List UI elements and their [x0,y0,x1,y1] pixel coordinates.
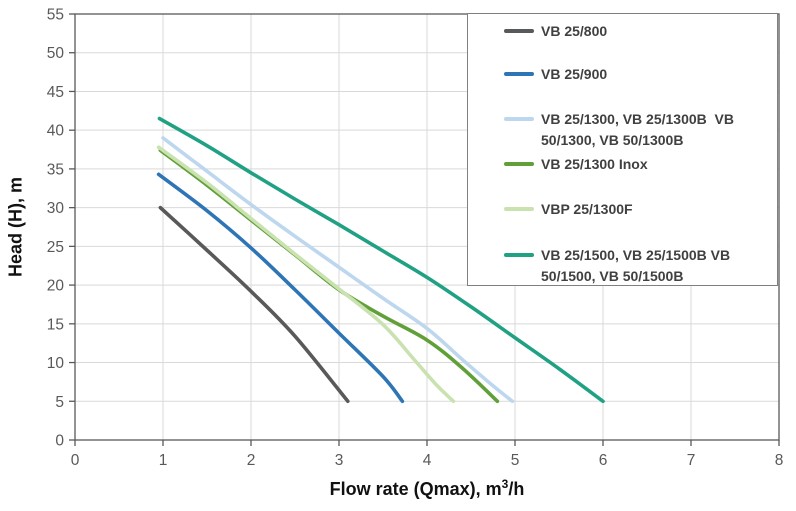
legend-line-swatch [504,72,534,76]
legend-item-vb-25-800: VB 25/800 [468,21,771,42]
x-tick-label: 1 [159,452,168,469]
y-tick-label: 0 [55,433,64,450]
legend-line-swatch [504,29,534,33]
legend-line-swatch [504,207,534,211]
x-axis-title-text: Flow rate (Qmax), m [329,479,502,499]
y-tick-label: 55 [47,7,64,24]
y-tick-label: 50 [47,45,65,62]
legend-label: VB 25/1300, VB 25/1300B VB 50/1300, VB 5… [541,111,735,148]
x-tick-label: 0 [71,452,80,469]
x-tick-label: 2 [247,452,256,469]
y-tick-label: 10 [47,355,65,372]
x-axis-title-unit: /h [508,479,525,499]
y-tick-label: 30 [47,200,65,217]
x-tick-label: 4 [423,452,432,469]
x-tick-label: 8 [775,452,784,469]
curve-vbp-25-1300f [156,145,456,404]
curve-vb-25-800 [158,205,350,404]
legend-label: VB 25/800 [541,23,608,39]
legend-line-swatch [504,162,534,166]
legend-line-swatch [504,253,534,257]
x-axis-title: Flow rate (Qmax), m3/h [75,477,779,500]
y-tick-label: 20 [47,278,65,295]
curve-vb-25-1300-vb-25-1300b-vb-50-1300-vb-50-1300b [161,136,515,404]
x-tick-label: 3 [335,452,344,469]
legend-box: VB 25/800 VB 25/900 VB 25/1300, VB 25/1300… [467,13,778,286]
y-axis-title: Head (H), m [5,176,26,278]
legend-label: VBP 25/1300F [541,201,633,217]
legend-item-vbp-25-1300f: VBP 25/1300F [468,199,771,220]
curve-vb-25-1500-vb-25-1500b-vb-50-1500-vb-50-1500b [157,116,605,404]
legend-item-vb-25-1300-inox: VB 25/1300 Inox [468,154,771,175]
x-axis-title-superscript: 3 [501,477,509,491]
legend-item-vb-25-900: VB 25/900 [468,64,771,85]
y-tick-label: 40 [47,123,65,140]
legend-label: VB 25/900 [541,66,608,82]
legend-label: VB 25/1300 Inox [541,156,648,172]
y-tick-label: 25 [47,239,64,256]
legend-label: VB 25/1500, VB 25/1500B VB 50/1500, VB 5… [541,247,731,284]
x-tick-label: 5 [511,452,520,469]
legend-item-vb-25-1500-vb-25-1500b-vb-50-1500-vb-50-1500b: VB 25/1500, VB 25/1500B VB 50/1500, VB 5… [468,245,771,287]
y-tick-label: 35 [47,161,64,178]
y-tick-label: 5 [55,394,64,411]
x-tick-label: 6 [599,452,608,469]
legend-item-vb-25-1300-vb-25-1300b-vb-50-1300-vb-50-1300b: VB 25/1300, VB 25/1300B VB 50/1300, VB 5… [468,109,771,151]
curve-vb-25-900 [156,172,405,404]
legend-line-swatch [504,117,534,121]
y-tick-label: 45 [47,84,64,101]
x-tick-label: 7 [687,452,696,469]
y-tick-label: 15 [47,316,64,333]
